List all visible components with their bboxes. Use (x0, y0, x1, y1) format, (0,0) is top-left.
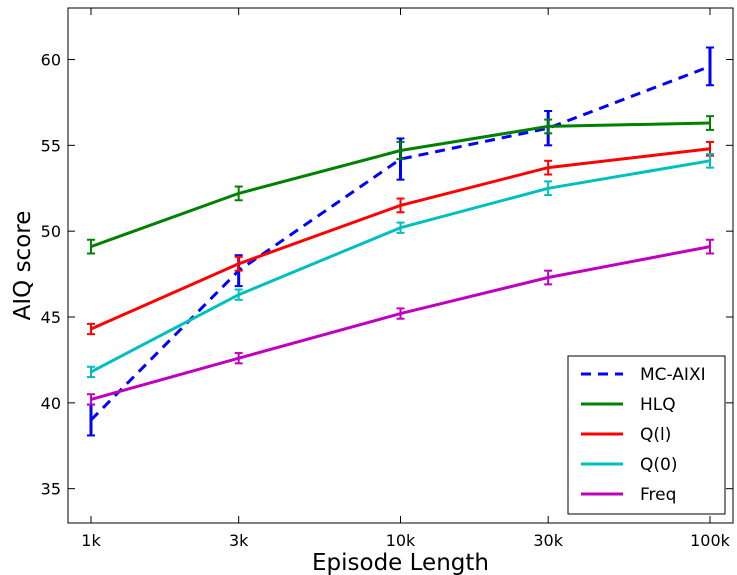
series-q-0- (87, 152, 714, 379)
error-bar (396, 307, 405, 320)
legend-item: HLQ (581, 395, 676, 415)
legend-item: MC-AIXI (581, 365, 706, 385)
error-bar (87, 393, 95, 406)
x-tick-label: 100k (690, 531, 731, 550)
error-bar (706, 238, 714, 255)
error-bar (234, 352, 243, 365)
y-tick-label: 45 (41, 308, 61, 327)
error-bar (87, 365, 95, 379)
series-freq (87, 238, 714, 406)
legend-label: HLQ (640, 395, 676, 415)
error-bar (87, 238, 95, 255)
x-axis-title: Episode Length (312, 550, 489, 575)
series-hlq (87, 115, 714, 255)
legend: MC-AIXI HLQ Q(l) Q(0) Freq (567, 355, 726, 515)
y-tick-label: 50 (41, 222, 61, 241)
error-bar (706, 46, 714, 87)
error-bar (87, 322, 95, 336)
x-tick-label: 3k (229, 531, 249, 550)
error-bar (706, 152, 714, 169)
y-tick-label: 55 (41, 136, 61, 155)
series-q-l- (87, 140, 714, 336)
x-tick-label: 1k (81, 531, 101, 550)
y-axis-title: AIQ score (10, 211, 36, 321)
error-bar (544, 118, 553, 135)
legend-label: Q(0) (640, 455, 677, 475)
legend-label: Freq (640, 485, 676, 505)
x-tick-label: 30k (533, 531, 563, 550)
error-bar (234, 255, 243, 272)
error-bar (544, 269, 553, 286)
axis-ticks: 1k 3k 10k 30k 100k 35 40 45 50 55 60 (41, 8, 733, 550)
error-bar (396, 221, 405, 234)
error-bar (87, 403, 95, 437)
legend-item: Freq (581, 485, 676, 505)
plot-marks (87, 46, 714, 437)
error-bar (544, 180, 553, 197)
error-bar (706, 115, 714, 131)
y-tick-label: 40 (41, 394, 61, 413)
error-bar (234, 288, 243, 301)
y-tick-label: 60 (41, 51, 61, 70)
error-bar (396, 197, 405, 214)
error-bar (396, 140, 405, 161)
legend-item: Q(0) (581, 455, 677, 475)
error-bar (234, 185, 243, 202)
legend-label: Q(l) (640, 425, 671, 445)
error-bar (544, 159, 553, 176)
legend-label: MC-AIXI (640, 365, 706, 385)
x-tick-label: 10k (386, 531, 416, 550)
y-tick-label: 35 (41, 480, 61, 499)
legend-item: Q(l) (581, 425, 671, 445)
series-line (90, 159, 711, 374)
